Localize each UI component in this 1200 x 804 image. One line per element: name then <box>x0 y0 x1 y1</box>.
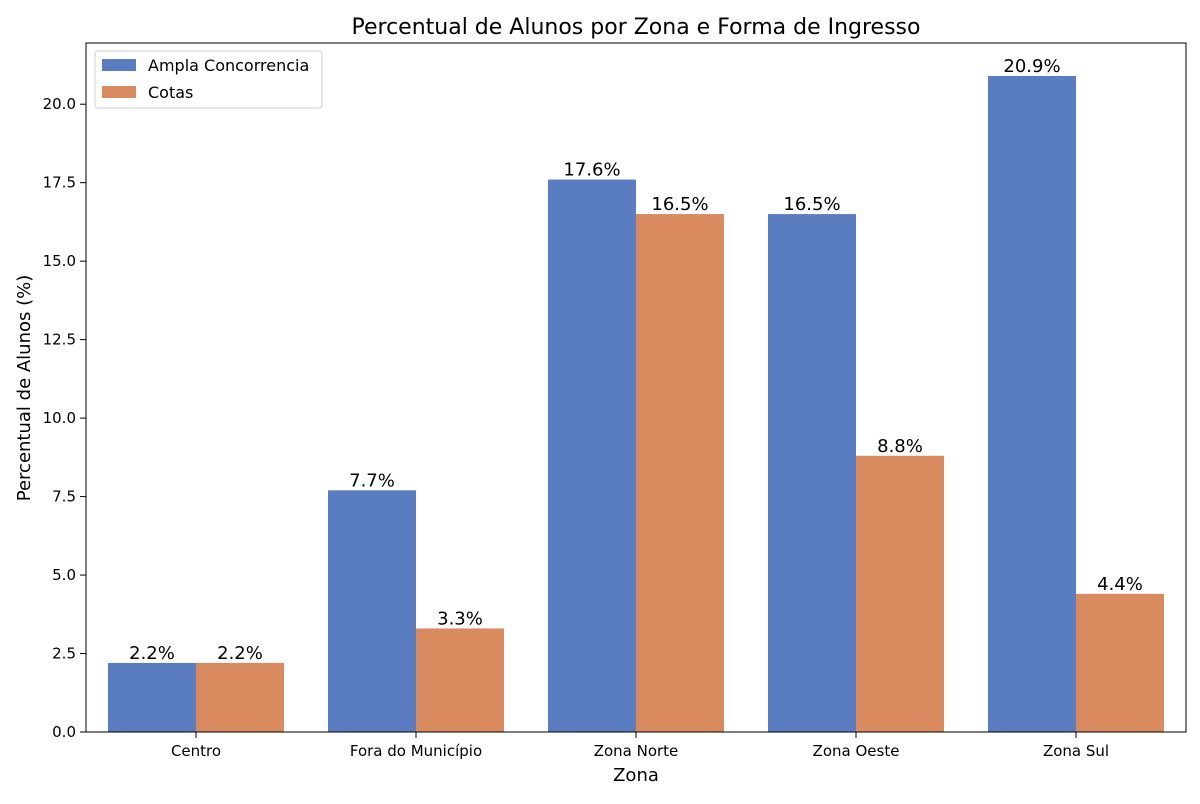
x-axis-label: Zona <box>613 765 659 786</box>
bar-ampla-concorrencia-zona-norte <box>548 179 636 732</box>
bar-cotas-centro <box>196 662 284 732</box>
x-tick-label-zona-oeste: Zona Oeste <box>813 742 900 760</box>
y-axis-label: Percentual de Alunos (%) <box>14 275 35 502</box>
value-labels-layer: 2.2% 2.2% 7.7% 3.3% 17.6% 16.5% 16.5% 8.8% 20.9%… <box>129 56 1143 664</box>
legend-swatch-cotas <box>102 86 136 98</box>
bar-ampla-concorrencia-centro <box>108 662 196 732</box>
legend-box <box>94 50 323 109</box>
x-axis: Centro Fora do Município Zona Norte Zona Oe… <box>171 732 1109 760</box>
y-tick-label: 17.5 <box>43 174 76 192</box>
data-label-cotas-zona-norte: 16.5% <box>651 194 708 215</box>
legend-swatch-ampla-concorrencia <box>102 59 136 71</box>
bar-ampla-concorrencia-fora-do-municipio <box>328 490 416 732</box>
data-label-ampla-concorrencia-zona-norte: 17.6% <box>563 160 620 181</box>
y-tick-label: 15.0 <box>43 252 76 270</box>
data-label-cotas-zona-oeste: 8.8% <box>877 436 923 457</box>
bar-cotas-zona-oeste <box>856 455 944 732</box>
y-tick-label: 2.5 <box>52 645 76 663</box>
bar-cotas-zona-norte <box>636 214 724 733</box>
data-label-cotas-centro: 2.2% <box>217 643 263 664</box>
data-label-ampla-concorrencia-centro: 2.2% <box>129 643 175 664</box>
data-label-cotas-fora-do-municipio: 3.3% <box>437 608 483 629</box>
x-tick-label-centro: Centro <box>171 742 221 760</box>
legend: Ampla Concorrencia Cotas <box>94 50 323 109</box>
bar-cotas-fora-do-municipio <box>416 628 504 732</box>
y-tick-label: 10.0 <box>43 409 76 427</box>
legend-label-cotas: Cotas <box>148 83 193 102</box>
y-tick-label: 5.0 <box>52 566 76 584</box>
y-tick-label: 20.0 <box>43 95 76 113</box>
y-tick-label: 12.5 <box>43 331 76 349</box>
y-tick-label: 7.5 <box>52 488 76 506</box>
x-tick-label-zona-norte: Zona Norte <box>594 742 679 760</box>
y-axis: 0.0 2.5 5.0 7.5 10.0 12.5 15.0 17.5 20.0 <box>43 95 86 741</box>
data-label-ampla-concorrencia-zona-oeste: 16.5% <box>783 194 840 215</box>
bars-layer <box>108 75 1164 733</box>
chart-title: Percentual de Alunos por Zona e Forma de… <box>352 15 921 40</box>
bar-cotas-zona-sul <box>1076 593 1164 732</box>
x-tick-label-fora-do-municipio: Fora do Município <box>350 742 482 760</box>
data-label-ampla-concorrencia-fora-do-municipio: 7.7% <box>349 470 395 491</box>
legend-label-ampla-concorrencia: Ampla Concorrencia <box>148 56 309 75</box>
bar-ampla-concorrencia-zona-oeste <box>768 214 856 733</box>
plot-area-frame <box>85 42 1187 733</box>
x-tick-label-zona-sul: Zona Sul <box>1043 742 1109 760</box>
data-label-cotas-zona-sul: 4.4% <box>1097 574 1143 595</box>
y-tick-label: 0.0 <box>52 723 76 741</box>
data-label-ampla-concorrencia-zona-sul: 20.9% <box>1003 56 1060 77</box>
bar-ampla-concorrencia-zona-sul <box>988 75 1076 733</box>
